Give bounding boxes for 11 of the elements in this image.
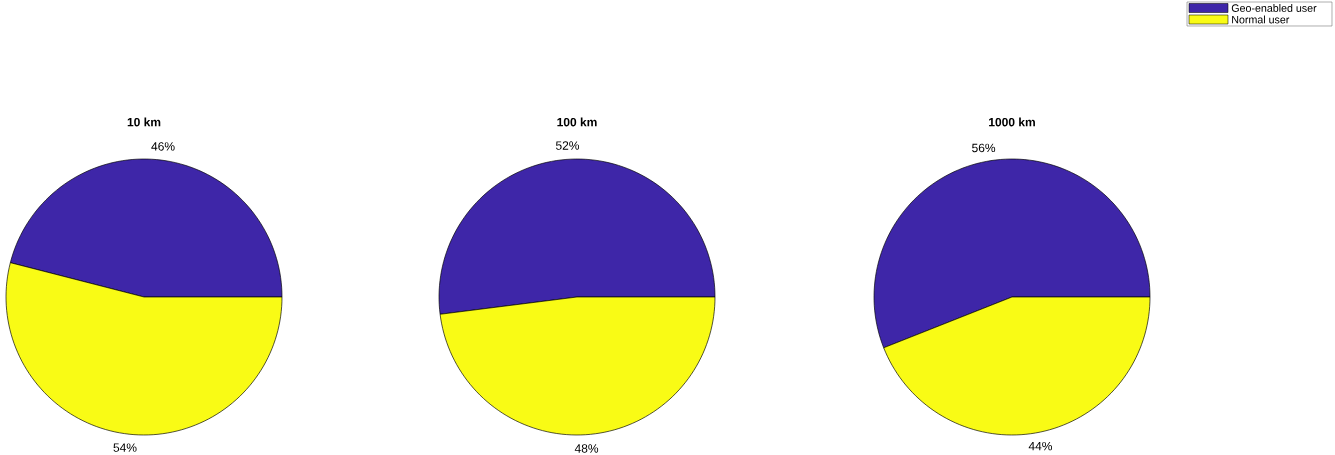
data-label: 48% — [574, 444, 599, 453]
data-label: 52% — [555, 141, 580, 150]
chart-title: 100 km — [557, 117, 597, 127]
data-label: 56% — [972, 143, 996, 153]
chart-title: 10 km — [127, 117, 161, 127]
legend-label: Geo-enabled user — [1231, 4, 1317, 12]
data-label: 44% — [1028, 441, 1053, 451]
text: 1000 km — [989, 117, 1035, 127]
legend-label: Normal user — [1232, 15, 1290, 24]
data-label: 46% — [151, 142, 175, 151]
data-label: 54% — [113, 443, 137, 452]
